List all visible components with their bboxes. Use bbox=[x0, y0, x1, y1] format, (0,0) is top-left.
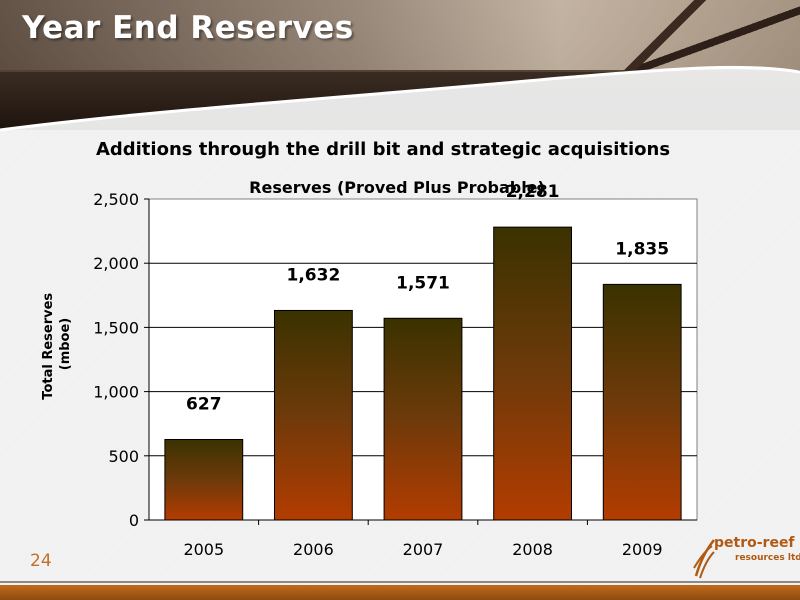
header-photo bbox=[0, 0, 800, 130]
logo-wordmark: petro-reef bbox=[714, 535, 795, 551]
y-tick-label: 500 bbox=[108, 447, 139, 466]
data-label: 1,632 bbox=[287, 265, 341, 285]
page-number: 24 bbox=[30, 551, 52, 571]
slide-subtitle: Additions through the drill bit and stra… bbox=[95, 139, 671, 160]
data-label: 627 bbox=[186, 394, 222, 414]
footer-bar bbox=[0, 585, 800, 600]
bar-2009 bbox=[602, 283, 682, 521]
y-tick-label: 1,500 bbox=[93, 318, 139, 337]
y-tick-label: 0 bbox=[129, 511, 139, 530]
y-axis-title-line-1: Total Reserves bbox=[41, 293, 56, 400]
x-tick-label: 2006 bbox=[293, 540, 334, 559]
company-logo: petro-reef resources ltd. bbox=[690, 534, 800, 582]
data-label: 1,835 bbox=[615, 239, 669, 259]
x-tick-labels: 2005 2006 2007 2008 2009 bbox=[183, 520, 663, 559]
data-label: 1,571 bbox=[396, 273, 450, 293]
x-tick-label: 2008 bbox=[512, 540, 553, 559]
bar-2008 bbox=[493, 226, 573, 521]
axes bbox=[148, 199, 697, 521]
data-label: 2,281 bbox=[506, 182, 560, 202]
slide-title: Year End Reserves bbox=[22, 10, 354, 46]
footer-divider bbox=[0, 581, 800, 583]
chart-title: Reserves (Proved Plus Probable) bbox=[249, 178, 545, 197]
data-labels: 627 1,632 1,571 2,281 1,835 bbox=[186, 182, 669, 414]
bar-2007 bbox=[383, 317, 463, 521]
y-tick-labels: 0 500 1,000 1,500 2,000 2,500 bbox=[93, 190, 139, 530]
bar-2006 bbox=[273, 309, 353, 521]
x-tick-label: 2007 bbox=[403, 540, 444, 559]
y-tick-label: 2,000 bbox=[93, 254, 139, 273]
logo-swoosh-icon bbox=[693, 539, 715, 579]
x-tick-label: 2009 bbox=[622, 540, 663, 559]
y-axis-title-line-2: (mboe) bbox=[58, 318, 73, 370]
y-axis-title: Total Reserves (mboe) bbox=[41, 288, 73, 399]
bar-2005 bbox=[164, 438, 244, 521]
x-tick-label: 2005 bbox=[183, 540, 224, 559]
y-tick-label: 2,500 bbox=[93, 190, 139, 209]
bars bbox=[164, 226, 682, 521]
logo-subtext: resources ltd. bbox=[735, 553, 800, 563]
y-tick-label: 1,000 bbox=[93, 383, 139, 402]
